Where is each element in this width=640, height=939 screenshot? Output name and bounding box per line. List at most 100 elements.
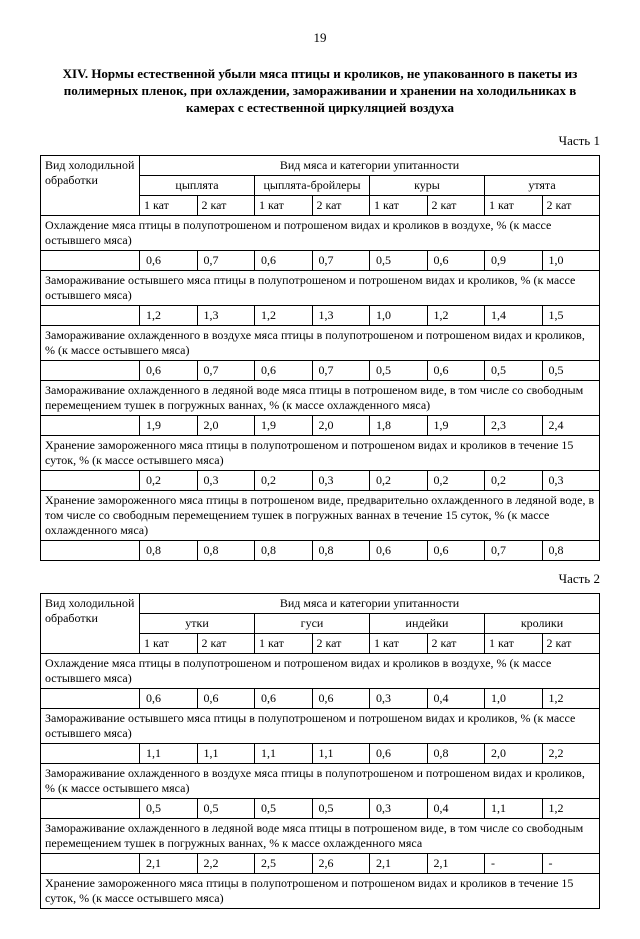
empty-cell xyxy=(41,250,140,270)
value-cell: 0,6 xyxy=(140,688,198,708)
value-cell: 1,2 xyxy=(542,798,600,818)
empty-cell xyxy=(41,743,140,763)
group-header: куры xyxy=(370,175,485,195)
value-cell: 0,5 xyxy=(485,360,543,380)
value-cell: 1,2 xyxy=(427,305,485,325)
value-cell: 0,8 xyxy=(427,743,485,763)
value-cell: 0,7 xyxy=(197,250,255,270)
kat-header: 1 кат xyxy=(370,195,428,215)
value-cell: 0,6 xyxy=(427,360,485,380)
value-cell: 1,4 xyxy=(485,305,543,325)
value-cell: 0,5 xyxy=(197,798,255,818)
value-cell: 0,2 xyxy=(140,470,198,490)
kat-header: 1 кат xyxy=(140,633,198,653)
group-header: цыплята-бройлеры xyxy=(255,175,370,195)
empty-cell xyxy=(41,360,140,380)
value-cell: 0,4 xyxy=(427,798,485,818)
kat-header: 2 кат xyxy=(197,195,255,215)
value-cell: 0,3 xyxy=(197,470,255,490)
kat-header: 1 кат xyxy=(255,633,313,653)
value-cell: 1,8 xyxy=(370,415,428,435)
value-cell: 1,2 xyxy=(542,688,600,708)
value-cell: 1,9 xyxy=(255,415,313,435)
group-header: индейки xyxy=(370,613,485,633)
value-cell: 2,3 xyxy=(485,415,543,435)
value-cell: 0,6 xyxy=(140,360,198,380)
header-left: Вид холодильной обработки xyxy=(41,155,140,215)
empty-cell xyxy=(41,798,140,818)
header-left: Вид холодильной обработки xyxy=(41,593,140,653)
value-cell: 2,4 xyxy=(542,415,600,435)
value-cell: 0,6 xyxy=(427,250,485,270)
group-header: утята xyxy=(485,175,600,195)
value-cell: 0,8 xyxy=(255,540,313,560)
value-cell: 0,9 xyxy=(485,250,543,270)
kat-header: 2 кат xyxy=(312,633,370,653)
value-cell: 0,3 xyxy=(542,470,600,490)
value-cell: 0,2 xyxy=(485,470,543,490)
value-cell: 0,6 xyxy=(312,688,370,708)
value-cell: 1,0 xyxy=(542,250,600,270)
value-cell: 1,0 xyxy=(485,688,543,708)
value-cell: 2,6 xyxy=(312,853,370,873)
value-cell: 0,6 xyxy=(370,743,428,763)
value-cell: 1,0 xyxy=(370,305,428,325)
value-cell: 1,5 xyxy=(542,305,600,325)
value-cell: 0,5 xyxy=(140,798,198,818)
kat-header: 1 кат xyxy=(485,195,543,215)
value-cell: 0,6 xyxy=(370,540,428,560)
value-cell: 0,8 xyxy=(542,540,600,560)
section-title: XIV. Нормы естественной убыли мяса птицы… xyxy=(40,66,600,117)
section-label: Замораживание охлажденного в воздухе мяс… xyxy=(41,325,600,360)
value-cell: 1,2 xyxy=(255,305,313,325)
kat-header: 2 кат xyxy=(427,633,485,653)
empty-cell xyxy=(41,415,140,435)
value-cell: 0,3 xyxy=(370,798,428,818)
table-part2: Вид холодильной обработкиВид мяса и кате… xyxy=(40,593,600,909)
kat-header: 2 кат xyxy=(312,195,370,215)
value-cell: 0,7 xyxy=(312,250,370,270)
value-cell: 0,4 xyxy=(427,688,485,708)
value-cell: 1,1 xyxy=(140,743,198,763)
value-cell: 0,5 xyxy=(370,360,428,380)
section-label: Хранение замороженного мяса птицы в потр… xyxy=(41,490,600,540)
value-cell: 0,6 xyxy=(427,540,485,560)
part1-label: Часть 1 xyxy=(40,133,600,149)
kat-header: 1 кат xyxy=(485,633,543,653)
section-label: Замораживание остывшего мяса птицы в пол… xyxy=(41,270,600,305)
value-cell: 0,2 xyxy=(427,470,485,490)
value-cell: 1,1 xyxy=(485,798,543,818)
value-cell: 2,2 xyxy=(197,853,255,873)
section-label: Охлаждение мяса птицы в полупотрошеном и… xyxy=(41,215,600,250)
value-cell: 1,1 xyxy=(255,743,313,763)
section-label: Замораживание охлажденного в ледяной вод… xyxy=(41,380,600,415)
section-label: Замораживание охлажденного в ледяной вод… xyxy=(41,818,600,853)
group-header: гуси xyxy=(255,613,370,633)
value-cell: - xyxy=(542,853,600,873)
value-cell: 0,7 xyxy=(312,360,370,380)
value-cell: 0,8 xyxy=(140,540,198,560)
kat-header: 2 кат xyxy=(427,195,485,215)
value-cell: 2,0 xyxy=(312,415,370,435)
value-cell: 0,5 xyxy=(255,798,313,818)
value-cell: 0,2 xyxy=(255,470,313,490)
kat-header: 2 кат xyxy=(197,633,255,653)
empty-cell xyxy=(41,470,140,490)
header-top: Вид мяса и категории упитанности xyxy=(140,155,600,175)
value-cell: 2,2 xyxy=(542,743,600,763)
value-cell: 0,6 xyxy=(255,250,313,270)
value-cell: 0,3 xyxy=(370,688,428,708)
value-cell: 0,5 xyxy=(312,798,370,818)
group-header: кролики xyxy=(485,613,600,633)
empty-cell xyxy=(41,853,140,873)
section-label: Хранение замороженного мяса птицы в полу… xyxy=(41,435,600,470)
value-cell: 0,6 xyxy=(255,688,313,708)
value-cell: 0,6 xyxy=(197,688,255,708)
value-cell: 0,8 xyxy=(312,540,370,560)
section-label: Охлаждение мяса птицы в полупотрошеном и… xyxy=(41,653,600,688)
value-cell: 0,7 xyxy=(485,540,543,560)
kat-header: 1 кат xyxy=(140,195,198,215)
value-cell: 2,1 xyxy=(140,853,198,873)
value-cell: 2,1 xyxy=(370,853,428,873)
kat-header: 1 кат xyxy=(255,195,313,215)
